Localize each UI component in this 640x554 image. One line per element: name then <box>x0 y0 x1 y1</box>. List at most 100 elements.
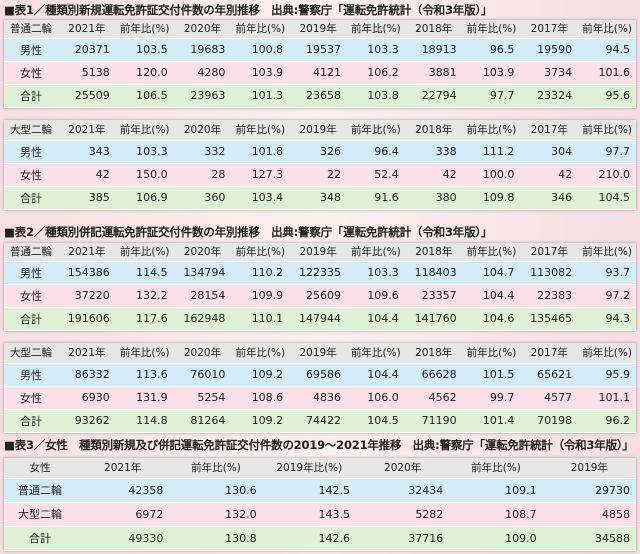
row-label: 普通二輪 <box>4 478 76 503</box>
value-cell: 86332 <box>58 363 116 387</box>
value-cell: 147944 <box>289 307 347 331</box>
value-cell: 23357 <box>404 284 463 308</box>
data-row: 男性 86332 113.6 76010 109.2 69586 104.4 66628 101… <box>4 363 636 387</box>
value-cell: 326 <box>289 140 347 164</box>
value-cell: 385 <box>58 186 116 210</box>
value-cell: 94.5 <box>578 38 636 62</box>
value-cell: 130.6 <box>169 478 263 503</box>
data-row: 男性 154386 114.5 134794 110.2 122335 103.3 11840… <box>4 261 636 285</box>
header-cell: 前年比(%) <box>231 243 290 262</box>
value-cell: 108.7 <box>449 502 543 527</box>
value-cell: 99.7 <box>462 386 521 410</box>
value-cell: 132.0 <box>169 502 263 527</box>
value-cell: 113082 <box>520 261 579 285</box>
value-cell: 110.1 <box>231 307 290 331</box>
value-cell: 95.6 <box>578 84 636 108</box>
value-cell: 4121 <box>289 61 347 85</box>
value-cell: 143.5 <box>262 502 356 527</box>
value-cell: 360 <box>173 186 232 210</box>
data-row: 合計 385 106.9 360 103.4 348 91.6 380 109.8 346 104.… <box>4 186 636 210</box>
row-label: 合計 <box>4 186 58 210</box>
value-cell: 135465 <box>520 307 579 331</box>
header-cell: 前年比(%) <box>115 343 174 364</box>
value-cell: 103.3 <box>346 261 405 285</box>
header-cell: 前年比(%) <box>231 343 290 364</box>
value-cell: 65621 <box>520 363 579 387</box>
data-row: 男性 343 103.3 332 101.8 326 96.4 338 111.2 304 97.7 <box>4 140 636 164</box>
header-cell: 2019年 <box>289 120 347 141</box>
value-cell: 42 <box>58 163 116 187</box>
header-cell: 前年比(%) <box>578 243 636 262</box>
header-cell: 前年比(%) <box>346 343 405 364</box>
value-cell: 29730 <box>542 478 636 503</box>
data-row: 合計 49330 130.8 142.6 37716 109.0 34588 <box>4 526 636 551</box>
header-row: 普通二輪 2021年 前年比(%) 2020年 前年比(%) 2019年 前年比(%) 201… <box>4 20 636 39</box>
value-cell: 109.9 <box>231 284 290 308</box>
header-cell: 前年比(%) <box>169 458 263 479</box>
row-label: 女性 <box>4 284 58 308</box>
value-cell: 28154 <box>173 284 232 308</box>
value-cell: 109.2 <box>231 409 290 433</box>
value-cell: 120.0 <box>115 61 174 85</box>
value-cell: 100.8 <box>231 38 290 62</box>
value-cell: 97.7 <box>578 140 636 164</box>
value-cell: 42 <box>404 163 463 187</box>
value-cell: 19683 <box>173 38 232 62</box>
header-cell: 2021年 <box>58 20 116 39</box>
value-cell: 106.0 <box>346 386 405 410</box>
value-cell: 25609 <box>289 284 347 308</box>
header-cell: 大型二輪 <box>4 343 58 364</box>
value-cell: 134794 <box>173 261 232 285</box>
row-label: 男性 <box>4 140 58 164</box>
value-cell: 122335 <box>289 261 347 285</box>
value-cell: 103.5 <box>115 38 174 62</box>
value-cell: 28 <box>173 163 232 187</box>
data-row: 女性 42 150.0 28 127.3 22 52.4 42 100.0 42 210.0 <box>4 163 636 187</box>
row-label: 合計 <box>4 526 76 551</box>
header-cell: 2018年 <box>404 243 463 262</box>
header-cell: 前年比(%) <box>346 243 405 262</box>
header-row: 女性 2021年 前年比(%) 2019年比(%) 2020年 前年比(%) 2019年 <box>4 458 636 479</box>
value-cell: 380 <box>404 186 463 210</box>
value-cell: 4858 <box>542 502 636 527</box>
value-cell: 154386 <box>58 261 116 285</box>
value-cell: 4280 <box>173 61 232 85</box>
value-cell: 103.3 <box>115 140 174 164</box>
value-cell: 332 <box>173 140 232 164</box>
header-cell: 2019年 <box>289 20 347 39</box>
value-cell: 104.4 <box>346 307 405 331</box>
value-cell: 346 <box>520 186 579 210</box>
value-cell: 4836 <box>289 386 347 410</box>
value-cell: 22383 <box>520 284 579 308</box>
value-cell: 22794 <box>404 84 463 108</box>
header-cell: 2021年 <box>58 120 116 141</box>
header-cell: 前年比(%) <box>346 20 405 39</box>
value-cell: 19537 <box>289 38 347 62</box>
value-cell: 110.2 <box>231 261 290 285</box>
header-cell: 2020年 <box>173 120 232 141</box>
data-table: 普通二輪 2021年 前年比(%) 2020年 前年比(%) 2019年 前年比(%) 201… <box>4 20 636 108</box>
value-cell: 127.3 <box>231 163 290 187</box>
value-cell: 101.1 <box>578 386 636 410</box>
value-cell: 109.0 <box>449 526 543 551</box>
value-cell: 104.4 <box>346 363 405 387</box>
value-cell: 130.8 <box>169 526 263 551</box>
value-cell: 66628 <box>404 363 463 387</box>
value-cell: 101.5 <box>462 363 521 387</box>
data-row: 大型二輪 6972 132.0 143.5 5282 108.7 4858 <box>4 502 636 527</box>
value-cell: 74422 <box>289 409 347 433</box>
value-cell: 70198 <box>520 409 579 433</box>
value-cell: 5254 <box>173 386 232 410</box>
value-cell: 104.5 <box>346 409 405 433</box>
header-cell: 前年比(%) <box>462 243 521 262</box>
value-cell: 76010 <box>173 363 232 387</box>
value-cell: 49330 <box>76 526 170 551</box>
value-cell: 132.2 <box>115 284 174 308</box>
value-cell: 150.0 <box>115 163 174 187</box>
value-cell: 96.2 <box>578 409 636 433</box>
value-cell: 19590 <box>520 38 579 62</box>
value-cell: 108.6 <box>231 386 290 410</box>
table-title: ■表1／種類別新規運転免許証交付件数の年別推移 出典:警察庁「運転免許統計（令和… <box>4 3 493 17</box>
value-cell: 42358 <box>76 478 170 503</box>
